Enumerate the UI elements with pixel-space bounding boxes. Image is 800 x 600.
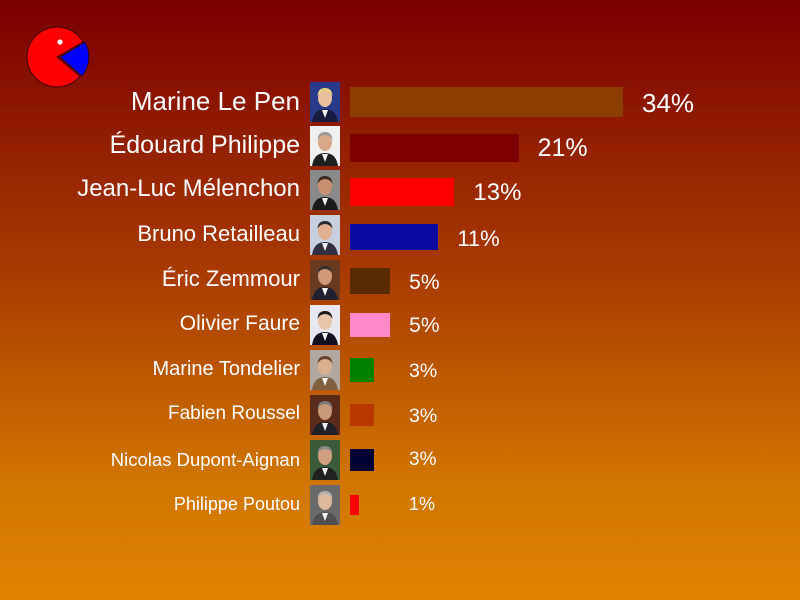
bar: [350, 358, 375, 382]
value-label: 3%: [409, 405, 438, 428]
candidate-name-label: Philippe Poutou: [173, 493, 300, 514]
portrait-photo-icon: [310, 215, 340, 255]
candidate-name-label: Édouard Philippe: [109, 130, 300, 159]
value-label: 1%: [409, 494, 436, 515]
portrait-photo-icon: [310, 170, 340, 210]
pacman-pie-icon: [26, 26, 90, 88]
value-label: 21%: [537, 134, 588, 162]
value-label: 34%: [642, 88, 695, 119]
portrait-photo-icon: [310, 82, 340, 122]
candidate-name-label: Éric Zemmour: [161, 266, 300, 292]
portrait-photo-icon: [310, 440, 340, 480]
bar: [350, 449, 375, 471]
bar: [350, 313, 391, 337]
bar: [350, 495, 359, 515]
value-label: 3%: [409, 448, 437, 470]
value-label: 3%: [409, 360, 438, 383]
candidate-name-label: Olivier Faure: [179, 311, 300, 335]
portrait-photo-icon: [310, 485, 340, 525]
candidate-name-label: Fabien Roussel: [167, 403, 300, 425]
logo-eye: [57, 39, 63, 45]
logo-pie-wedge: [59, 41, 90, 77]
portrait-photo-icon: [310, 305, 340, 345]
bar: [350, 268, 391, 294]
bar: [350, 87, 623, 117]
portrait-photo-icon: [310, 350, 340, 390]
value-label: 13%: [473, 178, 522, 206]
logo-pie-body: [26, 26, 84, 88]
portrait-photo-icon: [310, 395, 340, 435]
value-label: 11%: [457, 225, 500, 251]
candidate-name-label: Bruno Retailleau: [137, 221, 300, 247]
candidate-name-label: Marine Le Pen: [130, 85, 300, 116]
value-label: 5%: [409, 314, 440, 338]
bar: [350, 178, 455, 206]
value-label: 5%: [409, 271, 440, 295]
bar: [350, 134, 519, 162]
portrait-photo-icon: [310, 126, 340, 166]
candidate-name-label: Nicolas Dupont-Aignan: [110, 448, 300, 470]
candidate-name-label: Jean-Luc Mélenchon: [77, 175, 300, 203]
bar: [350, 224, 439, 250]
candidate-name-label: Marine Tondelier: [152, 357, 301, 380]
portrait-photo-icon: [310, 260, 340, 300]
bar: [350, 404, 375, 426]
